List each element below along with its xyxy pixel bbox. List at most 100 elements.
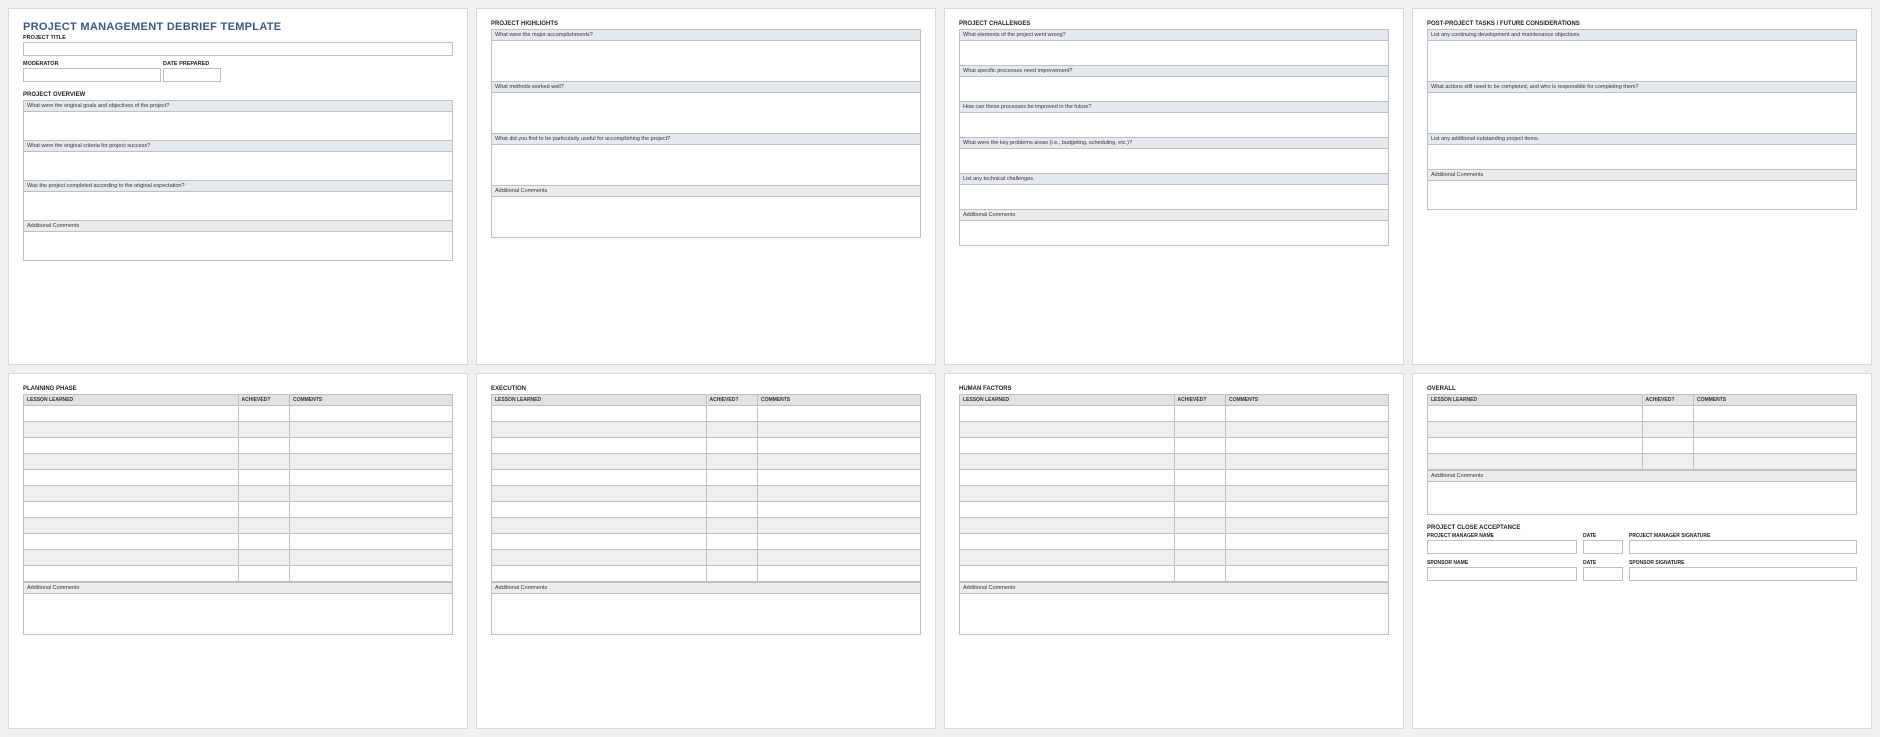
table-cell[interactable] [289,453,452,469]
table-cell[interactable] [706,485,757,501]
table-cell[interactable] [492,549,707,565]
table-cell[interactable] [960,437,1175,453]
table-cell[interactable] [238,485,289,501]
challenges-q5-input[interactable] [960,185,1388,209]
table-cell[interactable] [24,533,239,549]
table-cell[interactable] [757,565,920,581]
table-cell[interactable] [960,565,1175,581]
challenges-q3-input[interactable] [960,113,1388,137]
table-cell[interactable] [960,421,1175,437]
table-cell[interactable] [1225,485,1388,501]
table-cell[interactable] [1428,453,1643,469]
table-cell[interactable] [1225,421,1388,437]
table-cell[interactable] [1225,453,1388,469]
table-cell[interactable] [492,517,707,533]
table-cell[interactable] [1174,405,1225,421]
table-cell[interactable] [238,565,289,581]
table-cell[interactable] [1174,437,1225,453]
sp-name-input[interactable] [1427,567,1577,581]
challenges-additional-input[interactable] [960,221,1388,245]
table-cell[interactable] [492,405,707,421]
table-cell[interactable] [1174,485,1225,501]
table-cell[interactable] [1693,453,1856,469]
table-cell[interactable] [1174,453,1225,469]
table-cell[interactable] [1225,533,1388,549]
table-cell[interactable] [960,517,1175,533]
table-cell[interactable] [289,549,452,565]
table-cell[interactable] [238,533,289,549]
moderator-input[interactable] [23,68,161,82]
table-cell[interactable] [492,437,707,453]
human-additional-input[interactable] [960,594,1388,634]
table-cell[interactable] [24,421,239,437]
table-cell[interactable] [238,549,289,565]
postproject-additional-input[interactable] [1428,181,1856,209]
table-cell[interactable] [492,501,707,517]
table-cell[interactable] [1225,549,1388,565]
table-cell[interactable] [289,501,452,517]
table-cell[interactable] [289,421,452,437]
table-cell[interactable] [1174,517,1225,533]
table-cell[interactable] [1225,517,1388,533]
table-cell[interactable] [24,517,239,533]
challenges-q1-input[interactable] [960,41,1388,65]
table-cell[interactable] [960,469,1175,485]
sp-sig-input[interactable] [1629,567,1857,581]
pm-sig-input[interactable] [1629,540,1857,554]
table-cell[interactable] [706,549,757,565]
table-cell[interactable] [24,437,239,453]
overview-q2-input[interactable] [24,152,452,180]
table-cell[interactable] [1225,437,1388,453]
overview-q1-input[interactable] [24,112,452,140]
table-cell[interactable] [238,469,289,485]
table-cell[interactable] [960,405,1175,421]
table-cell[interactable] [1428,437,1643,453]
table-cell[interactable] [24,485,239,501]
execution-additional-input[interactable] [492,594,920,634]
table-cell[interactable] [24,405,239,421]
table-cell[interactable] [289,533,452,549]
table-cell[interactable] [757,421,920,437]
table-cell[interactable] [757,469,920,485]
project-title-input[interactable] [23,42,453,56]
table-cell[interactable] [706,437,757,453]
table-cell[interactable] [238,517,289,533]
table-cell[interactable] [289,517,452,533]
table-cell[interactable] [757,517,920,533]
table-cell[interactable] [706,565,757,581]
table-cell[interactable] [24,453,239,469]
table-cell[interactable] [1428,421,1643,437]
table-cell[interactable] [1642,405,1693,421]
overall-additional-input[interactable] [1428,482,1856,514]
table-cell[interactable] [1642,453,1693,469]
table-cell[interactable] [960,501,1175,517]
postproject-q3-input[interactable] [1428,145,1856,169]
pm-name-input[interactable] [1427,540,1577,554]
table-cell[interactable] [492,565,707,581]
table-cell[interactable] [1642,437,1693,453]
table-cell[interactable] [757,501,920,517]
table-cell[interactable] [492,421,707,437]
planning-additional-input[interactable] [24,594,452,634]
table-cell[interactable] [1428,405,1643,421]
table-cell[interactable] [1174,421,1225,437]
highlights-q1-input[interactable] [492,41,920,81]
table-cell[interactable] [706,501,757,517]
table-cell[interactable] [238,453,289,469]
table-cell[interactable] [706,453,757,469]
table-cell[interactable] [289,485,452,501]
table-cell[interactable] [492,485,707,501]
table-cell[interactable] [706,517,757,533]
table-cell[interactable] [757,453,920,469]
table-cell[interactable] [757,485,920,501]
table-cell[interactable] [757,533,920,549]
table-cell[interactable] [24,565,239,581]
table-cell[interactable] [238,437,289,453]
pm-date-input[interactable] [1583,540,1623,554]
table-cell[interactable] [1174,533,1225,549]
table-cell[interactable] [757,437,920,453]
table-cell[interactable] [1225,565,1388,581]
overview-additional-input[interactable] [24,232,452,260]
table-cell[interactable] [1174,501,1225,517]
table-cell[interactable] [238,421,289,437]
